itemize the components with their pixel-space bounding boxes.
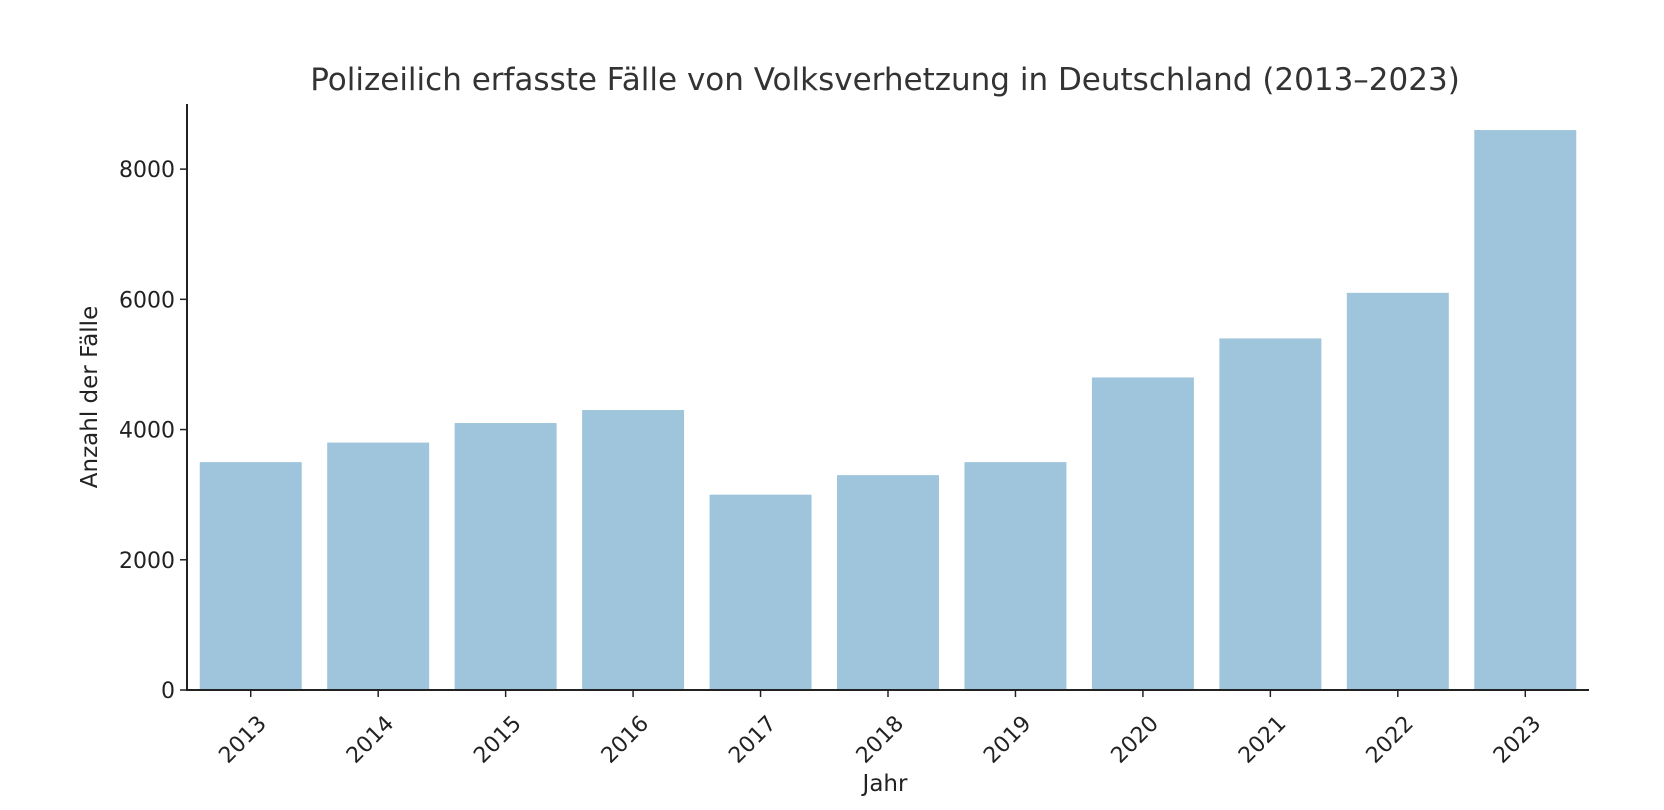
x-tick-label-2021: 2021 [1234,711,1291,768]
bar-2021 [1219,338,1322,690]
bar-2022 [1346,292,1449,690]
x-tick-label-2013: 2013 [214,711,271,768]
x-tick-label-2023: 2023 [1489,711,1546,768]
x-tick-label-2016: 2016 [597,711,654,768]
bar-2018 [837,475,939,690]
bar-2014 [327,442,430,690]
bar-2020 [1091,377,1194,690]
bar-2016 [582,410,685,690]
x-tick-label-2015: 2015 [469,711,526,768]
y-tick-label-4000: 4000 [119,419,175,444]
x-tick-label-2020: 2020 [1107,711,1164,768]
y-axis-label: Anzahl der Fälle [77,306,103,488]
y-tick-label-6000: 6000 [119,288,175,313]
bar-2013 [199,462,302,690]
bars-group [199,130,1577,691]
bar-2023 [1474,130,1577,691]
y-tick-label-8000: 8000 [119,158,175,183]
y-axis-ticks: 0 2000 4000 6000 8000 [119,158,187,704]
y-tick-label-2000: 2000 [119,549,175,574]
y-tick-label-0: 0 [161,679,175,704]
x-tick-label-2017: 2017 [724,711,781,768]
x-axis-ticks: 2013 2014 2015 2016 2017 2018 2019 2020 2021 2022… [214,690,1546,769]
bar-2017 [709,494,812,690]
x-tick-label-2014: 2014 [342,711,399,768]
bar-2015 [454,423,557,690]
x-tick-label-2018: 2018 [852,711,909,768]
bar-2019 [964,462,1067,690]
x-tick-label-2019: 2019 [979,711,1036,768]
x-tick-label-2022: 2022 [1362,711,1419,768]
chart-title: Polizeilich erfasste Fälle von Volksverh… [310,62,1460,98]
x-axis-label: Jahr [861,771,908,797]
